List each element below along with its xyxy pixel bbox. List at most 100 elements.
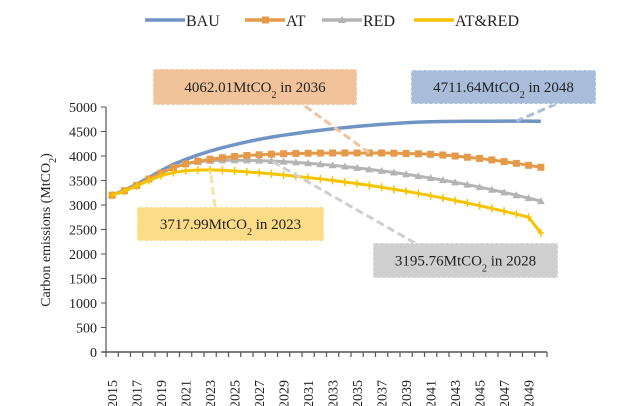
data-point (255, 151, 263, 159)
data-point (403, 187, 410, 196)
data-point (255, 156, 264, 164)
data-point (414, 172, 423, 180)
data-point (231, 166, 238, 175)
data-point (513, 210, 520, 219)
data-point (438, 176, 447, 184)
callout-box (372, 242, 559, 279)
data-point (316, 149, 324, 157)
x-tick-label: 2041 (425, 380, 440, 406)
callout-leader (270, 159, 416, 245)
data-point (219, 166, 226, 175)
data-point (378, 149, 386, 157)
y-tick-label: 5000 (69, 101, 97, 116)
data-point (268, 169, 275, 178)
callout-box (410, 69, 597, 105)
data-point (525, 213, 532, 222)
data-point (464, 199, 471, 208)
data-point (304, 149, 312, 157)
x-tick-label: 2049 (523, 380, 538, 406)
callout-box (136, 206, 325, 242)
data-point (512, 159, 520, 167)
legend-marker (338, 16, 346, 23)
data-point (524, 194, 533, 202)
y-tick-label: 2000 (69, 248, 97, 263)
data-point (291, 158, 300, 166)
data-point (488, 156, 496, 164)
callout-box (152, 68, 358, 106)
x-tick-label: 2017 (131, 380, 146, 406)
data-point (536, 197, 545, 205)
data-point (537, 163, 545, 171)
data-point (512, 191, 521, 199)
data-point (476, 201, 483, 210)
callout-red: 3195.76MtCO2 in 2028 (270, 159, 559, 279)
data-point (377, 166, 386, 174)
x-tick-label: 2045 (474, 380, 489, 406)
axes: 0 500 1000 1500 2000 2500 3000 3500 4000 4500 5000… (69, 101, 548, 406)
data-point (439, 194, 446, 203)
data-point (501, 207, 508, 216)
legend-label: AT&RED (455, 13, 519, 30)
data-point (427, 191, 434, 200)
data-point (487, 185, 496, 193)
data-point (329, 149, 337, 157)
data-point (476, 154, 484, 162)
legend-label: RED (363, 13, 395, 30)
callout-at-red: 3717.99MtCO2 in 2023 (136, 169, 325, 242)
series-bau (111, 119, 541, 197)
data-point (109, 191, 116, 200)
data-point (402, 149, 410, 157)
data-point (328, 161, 337, 169)
data-point (158, 171, 165, 180)
legend-label: AT (286, 13, 306, 30)
data-point (182, 166, 189, 175)
data-point (121, 187, 128, 196)
callout-bau: 4711.64MtCO2 in 2048 (410, 69, 597, 123)
data-point (280, 150, 288, 158)
series-layer (108, 119, 545, 237)
data-point (316, 160, 325, 168)
y-tick-label: 3500 (69, 175, 97, 190)
data-point (475, 183, 484, 191)
data-point (317, 174, 324, 183)
data-point (341, 177, 348, 186)
x-tick-label: 2035 (351, 380, 366, 406)
data-point (207, 165, 214, 174)
legend: BAU AT RED AT&RED (145, 13, 519, 30)
data-point (329, 176, 336, 185)
x-tick-label: 2043 (449, 380, 464, 406)
data-point (463, 153, 471, 161)
y-tick-label: 3000 (69, 199, 97, 214)
data-point (242, 156, 251, 164)
data-point (378, 183, 385, 192)
data-point (133, 181, 140, 190)
callout-label: 3195.76MtCO2 in 2028 (395, 254, 536, 275)
data-point (488, 204, 495, 213)
data-point (304, 159, 313, 167)
data-point (353, 163, 362, 171)
data-point (194, 165, 201, 174)
data-point (415, 189, 422, 198)
data-point (452, 196, 459, 205)
series-line (111, 119, 541, 197)
data-point (451, 152, 459, 160)
data-point (182, 160, 190, 168)
data-point (206, 155, 214, 163)
data-point (389, 168, 398, 176)
data-point (366, 181, 373, 190)
data-point (170, 168, 177, 177)
data-point (426, 174, 435, 182)
x-tick-label: 2029 (278, 380, 293, 406)
data-point (525, 161, 533, 169)
data-point (194, 157, 202, 165)
y-tick-label: 1500 (69, 273, 97, 288)
x-tick-label: 2023 (204, 380, 219, 406)
x-tick-label: 2021 (180, 380, 195, 406)
data-point (267, 150, 275, 158)
data-point (340, 162, 349, 170)
data-point (256, 168, 263, 177)
data-point (390, 185, 397, 194)
legend-item: BAU (145, 13, 220, 30)
x-tick-label: 2047 (498, 380, 513, 406)
x-tick-label: 2019 (155, 380, 170, 406)
